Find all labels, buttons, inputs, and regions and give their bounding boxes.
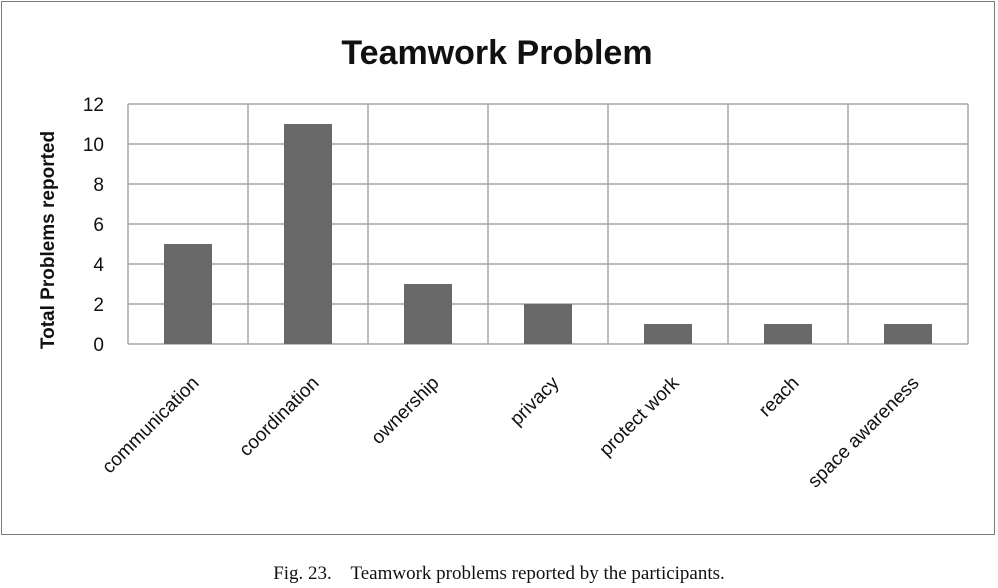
x-category-label: communication <box>98 373 203 478</box>
bars <box>164 124 932 344</box>
y-tick-label: 4 <box>93 255 104 276</box>
bar-ownership <box>404 284 452 344</box>
gridlines <box>127 103 969 345</box>
bar-privacy <box>524 304 572 344</box>
bar-reach <box>764 324 812 344</box>
figure-caption: Fig. 23. Teamwork problems reported by t… <box>273 563 725 584</box>
x-category-labels: communication coordination ownership privac… <box>98 372 923 492</box>
x-category-label: reach <box>755 373 803 421</box>
bar-communication <box>164 244 212 344</box>
x-category-label: protect work <box>596 372 684 460</box>
y-axis-label: Total Problems reported <box>38 131 59 349</box>
x-category-label: privacy <box>506 372 564 430</box>
y-tick-label: 10 <box>83 135 104 156</box>
y-tick-label: 6 <box>93 215 104 236</box>
x-category-label: space awareness <box>804 373 923 492</box>
bar-chart: Teamwork Problem Total Problems reported… <box>38 34 969 492</box>
y-tick-label: 0 <box>93 335 104 356</box>
y-tick-labels: 0 2 4 6 8 10 12 <box>83 95 105 356</box>
y-tick-label: 2 <box>93 295 104 316</box>
bar-space-awareness <box>884 324 932 344</box>
bar-coordination <box>284 124 332 344</box>
bar-protect-work <box>644 324 692 344</box>
x-category-label: coordination <box>235 373 323 461</box>
y-tick-label: 12 <box>83 95 104 116</box>
chart-title: Teamwork Problem <box>341 34 652 72</box>
x-category-label: ownership <box>367 373 443 449</box>
y-tick-label: 8 <box>93 175 104 196</box>
